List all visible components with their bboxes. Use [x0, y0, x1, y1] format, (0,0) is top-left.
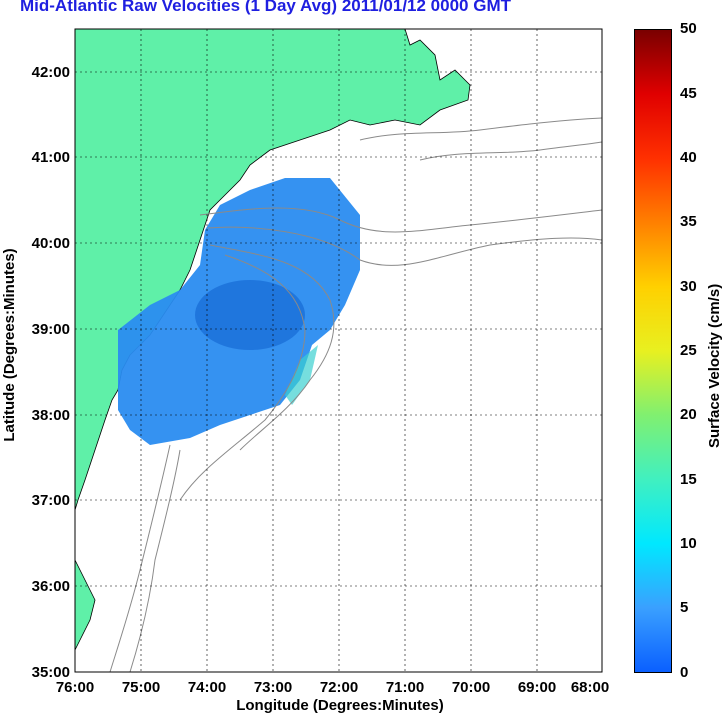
colorbar-tick: 25	[680, 342, 697, 359]
x-tick: 69:00	[518, 679, 556, 696]
colorbar-label: Surface Velocity (cm/s)	[706, 283, 723, 448]
plot-frame	[74, 28, 603, 673]
y-axis-label: Latitude (Degrees:Minutes)	[1, 248, 18, 441]
colorbar-tick: 50	[680, 20, 697, 37]
x-tick: 74:00	[188, 679, 226, 696]
colorbar	[634, 29, 672, 673]
colorbar-gradient	[635, 30, 671, 672]
x-tick: 71:00	[386, 679, 424, 696]
bathymetry-contours	[109, 117, 603, 673]
colorbar-tick: 40	[680, 149, 697, 166]
velocity-edge-high	[285, 345, 318, 405]
x-tick: 75:00	[122, 679, 160, 696]
y-tick: 37:00	[32, 492, 70, 509]
x-tick: 68:00	[571, 679, 609, 696]
velocity-core	[195, 280, 305, 350]
colorbar-tick: 20	[680, 406, 697, 423]
colorbar-tick: 0	[680, 664, 689, 681]
colorbar-tick: 10	[680, 535, 697, 552]
y-tick: 38:00	[32, 407, 70, 424]
y-tick-labels: 42:00 41:00 40:00 39:00 38:00 37:00 36:0…	[32, 64, 70, 681]
y-tick: 35:00	[32, 664, 70, 681]
x-tick: 72:00	[320, 679, 358, 696]
x-axis-label: Longitude (Degrees:Minutes)	[236, 697, 444, 714]
colorbar-tick: 15	[680, 471, 697, 488]
y-tick: 41:00	[32, 149, 70, 166]
colorbar-tick: 45	[680, 85, 697, 102]
y-tick: 40:00	[32, 235, 70, 252]
x-tick: 70:00	[452, 679, 490, 696]
x-tick: 73:00	[254, 679, 292, 696]
y-tick: 36:00	[32, 578, 70, 595]
x-tick: 76:00	[56, 679, 94, 696]
colorbar-tick: 5	[680, 599, 689, 616]
y-tick: 42:00	[32, 64, 70, 81]
map-title: Mid-Atlantic Raw Velocities (1 Day Avg) …	[20, 0, 511, 15]
graticule	[75, 29, 602, 672]
land-mass	[74, 28, 471, 511]
colorbar-tick: 30	[680, 278, 697, 295]
colorbar-tick: 35	[680, 213, 697, 230]
x-tick-labels: 76:00 75:00 74:00 73:00 72:00 71:00 70:0…	[56, 679, 609, 696]
y-tick: 39:00	[32, 321, 70, 338]
